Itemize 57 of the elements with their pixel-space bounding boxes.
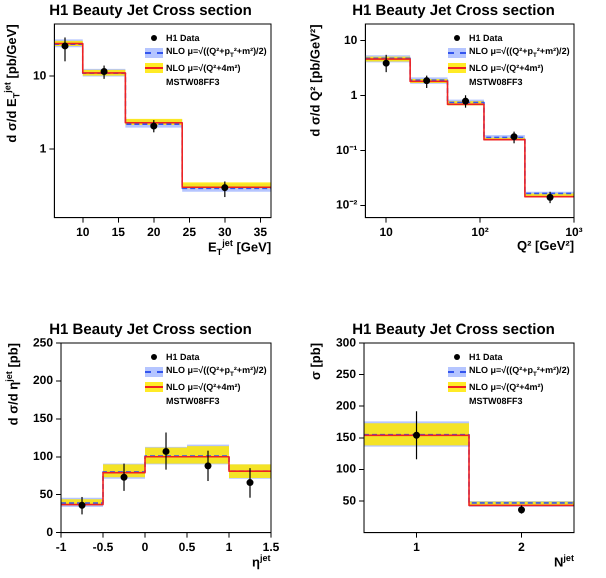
annotation: MSTW08FF3 xyxy=(468,76,524,89)
y-tick-label: 250 xyxy=(336,366,356,381)
legend-label: NLO μ=√(Q²+4m²) xyxy=(469,62,544,72)
x-axis-title: E$_{T}$$^{jet}$ [GeV] xyxy=(208,238,272,257)
legend-label: H1 Data xyxy=(469,352,503,362)
y-tick-label: 200 xyxy=(336,398,356,413)
y-tick-label: 0 xyxy=(46,524,54,539)
legend-label: H1 Data xyxy=(469,32,503,42)
y-tick-label: 1 xyxy=(350,88,358,102)
y-tick-label: 100 xyxy=(32,449,54,464)
annotation: MSTW08FF3 xyxy=(165,76,221,89)
x-tick-label: 25 xyxy=(182,225,196,240)
x-tick-label: 2 xyxy=(518,540,526,554)
y-tick-label: 1 xyxy=(40,141,47,156)
legend-label: NLO μ=√((Q²+p$_{T}$²+m²)/2) xyxy=(469,365,570,378)
legend-label: NLO μ=√(Q²+4m²) xyxy=(469,382,544,392)
y-tick-label: 150 xyxy=(336,430,356,444)
x-tick-label: 1.5 xyxy=(262,540,280,554)
y-axis-title: d σ/d Q² [pb/GeV²] xyxy=(308,24,323,136)
y-tick-label: 10⁻² xyxy=(336,198,358,212)
x-tick-label: 15 xyxy=(112,225,126,240)
chart-title: H1 Beauty Jet Cross section xyxy=(49,2,252,20)
y-tick-label: 100 xyxy=(336,462,356,476)
y-tick-label: 10 xyxy=(344,32,358,47)
legend-label: H1 Data xyxy=(166,352,200,362)
legend-label: NLO μ=√((Q²+p$_{T}$²+m²)/2) xyxy=(166,46,267,59)
x-axis-title: N$^{jet}$ xyxy=(554,552,574,569)
y-tick-label: 150 xyxy=(32,411,54,426)
x-tick-label: 30 xyxy=(218,225,232,240)
x-tick-label: 1 xyxy=(226,540,233,554)
legend-label: NLO μ=√(Q²+4m²) xyxy=(166,382,240,392)
annotation: MSTW08FF3 xyxy=(468,395,524,408)
chart-title: H1 Beauty Jet Cross section xyxy=(352,2,555,20)
y-tick-label: 10 xyxy=(32,68,47,83)
y-tick-label: 10⁻¹ xyxy=(336,142,358,157)
y-axis-title: σ [pb] xyxy=(308,342,323,380)
x-tick-label: -0.5 xyxy=(92,540,114,554)
x-tick-label: 1 xyxy=(413,540,420,554)
legend-label: NLO μ=√((Q²+p$_{T}$²+m²)/2) xyxy=(166,365,267,378)
legend-label: NLO μ=√((Q²+p$_{T}$²+m²)/2) xyxy=(469,46,570,59)
legend-label: H1 Data xyxy=(166,32,200,42)
x-tick-label: 10 xyxy=(76,225,90,240)
x-tick-label: 35 xyxy=(254,225,268,240)
x-tick-label: 0.5 xyxy=(178,540,196,554)
x-tick-label: 10² xyxy=(471,225,489,240)
x-tick-label: 10 xyxy=(380,225,394,240)
x-tick-label: 0 xyxy=(142,540,149,554)
y-tick-label: 200 xyxy=(32,373,54,388)
y-tick-label: 50 xyxy=(40,486,54,501)
x-tick-label: 10³ xyxy=(565,225,583,240)
x-tick-label: 20 xyxy=(147,225,161,240)
legend-label: NLO μ=√(Q²+4m²) xyxy=(166,62,240,72)
x-axis-title: η$^{jet}$ xyxy=(252,552,271,569)
x-tick-label: -1 xyxy=(56,540,67,554)
y-tick-label: 50 xyxy=(342,493,356,508)
x-axis-title: Q² [GeV²] xyxy=(517,238,574,253)
annotation: MSTW08FF3 xyxy=(165,395,221,408)
